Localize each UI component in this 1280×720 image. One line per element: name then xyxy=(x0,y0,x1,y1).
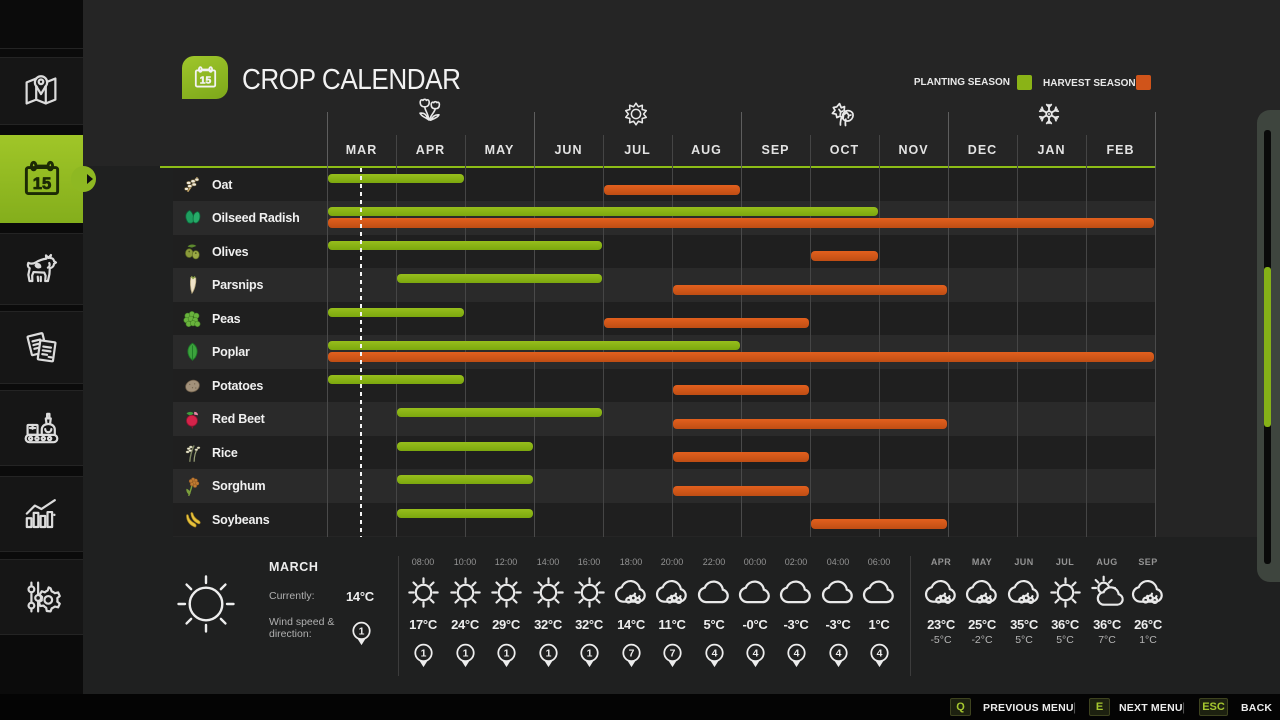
svg-text:15: 15 xyxy=(33,174,52,193)
svg-text:7: 7 xyxy=(670,649,676,660)
svg-text:4: 4 xyxy=(877,649,883,660)
svg-text:7: 7 xyxy=(629,649,635,660)
svg-text:4: 4 xyxy=(836,649,842,660)
svg-text:4: 4 xyxy=(794,649,800,660)
svg-text:4: 4 xyxy=(753,649,759,660)
svg-text:1: 1 xyxy=(421,649,427,660)
svg-text:1: 1 xyxy=(504,649,510,660)
svg-text:1: 1 xyxy=(463,649,469,660)
svg-text:4: 4 xyxy=(712,649,718,660)
svg-text:1: 1 xyxy=(587,649,593,660)
svg-text:1: 1 xyxy=(359,627,365,638)
svg-text:1: 1 xyxy=(546,649,552,660)
svg-text:15: 15 xyxy=(200,76,212,87)
